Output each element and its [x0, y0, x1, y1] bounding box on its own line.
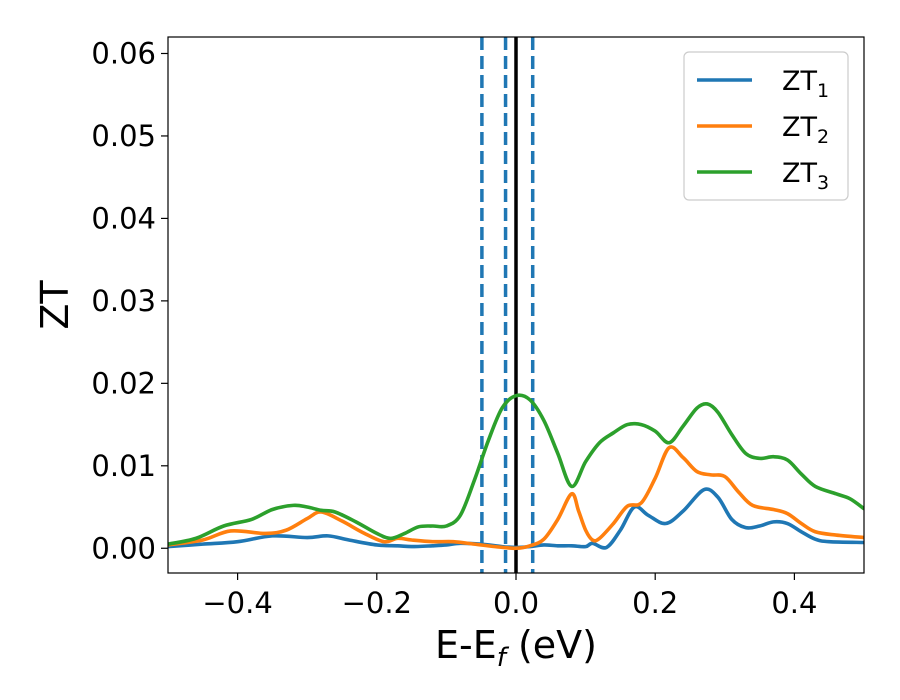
y-tick-label: 0.04 — [91, 201, 156, 235]
y-axis-label: ZT — [33, 280, 77, 330]
series-line-zt3 — [168, 393, 864, 546]
legend: ZT1 ZT2 ZT3 — [683, 51, 849, 201]
x-tick-label: 0.2 — [632, 586, 678, 620]
y-tick-label: 0.06 — [91, 36, 156, 70]
series-line-zt2 — [168, 445, 864, 551]
x-axis-label-unit: (eV) — [506, 623, 597, 667]
y-tick-label: 0.00 — [91, 531, 156, 565]
x-axis-label: E-Ef (eV) — [435, 623, 597, 673]
legend-label-zt3: ZT3 — [782, 158, 829, 194]
y-tick-label: 0.01 — [91, 449, 156, 483]
y-tick-label: 0.05 — [91, 119, 156, 153]
y-tick-label: 0.02 — [91, 366, 156, 400]
reference-lines — [480, 37, 535, 573]
legend-label-zt1: ZT1 — [782, 66, 829, 102]
x-tick-label: −0.4 — [202, 586, 272, 620]
legend-label-zt2: ZT2 — [782, 112, 829, 148]
x-tick-label: −0.2 — [342, 586, 412, 620]
legend-box — [683, 51, 849, 201]
x-tick-label: 0.0 — [493, 586, 539, 620]
y-axis-ticks: 0.00 0.01 0.02 0.03 0.04 0.05 0.06 — [91, 36, 168, 565]
series-line-zt1 — [168, 487, 864, 550]
x-tick-label: 0.4 — [771, 586, 817, 620]
series-lines — [168, 393, 864, 551]
x-axis-ticks: −0.4 −0.2 0.0 0.2 0.4 — [202, 573, 817, 620]
y-tick-label: 0.03 — [91, 284, 156, 318]
